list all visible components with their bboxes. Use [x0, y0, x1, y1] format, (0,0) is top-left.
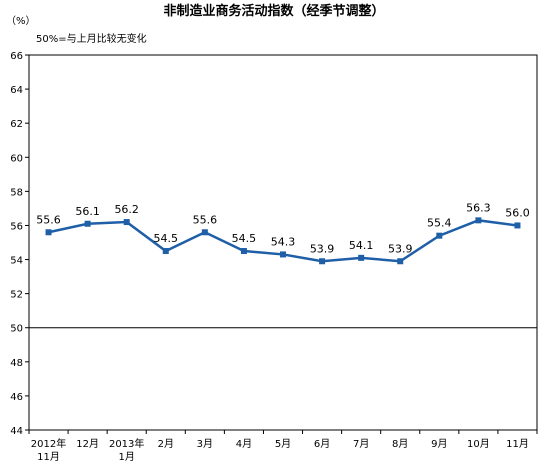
- data-point: [358, 254, 365, 261]
- data-label: 56.1: [75, 205, 100, 218]
- x-tick-label: 1月: [119, 451, 135, 463]
- y-tick-label: 58: [10, 187, 23, 198]
- data-label: 54.5: [154, 232, 179, 245]
- y-tick-label: 54: [10, 256, 23, 267]
- x-tick-label: 7月: [353, 438, 369, 450]
- data-point: [436, 232, 443, 239]
- data-point: [162, 248, 169, 255]
- y-tick-label: 48: [10, 358, 23, 369]
- x-tick-label: 8月: [392, 438, 408, 450]
- data-label: 55.4: [427, 217, 452, 230]
- data-labels: 55.6 56.1 56.2 54.5 55.6 54.5 54.3 53.9 54.1 53.9…: [36, 201, 529, 255]
- data-point: [319, 258, 326, 265]
- data-label: 56.3: [466, 201, 491, 214]
- x-tick-label: 11月: [506, 438, 529, 450]
- y-tick-label: 66: [10, 51, 23, 62]
- reference-note: 50%=与上月比较无变化: [36, 32, 147, 45]
- y-tick-label: 62: [10, 119, 23, 130]
- y-tick-label: 64: [10, 85, 23, 96]
- y-tick-label: 46: [10, 392, 23, 403]
- x-tick-label: 6月: [314, 438, 330, 450]
- series-line: [45, 217, 521, 265]
- data-label: 55.6: [193, 213, 218, 226]
- data-point: [45, 229, 52, 236]
- plot-frame: [28, 54, 538, 431]
- y-unit-label: （%）: [6, 15, 36, 27]
- data-point: [514, 222, 521, 229]
- y-tick-label: 56: [10, 221, 23, 232]
- data-label: 53.9: [388, 242, 413, 255]
- x-tick-label: 9月: [431, 438, 447, 450]
- data-label: 56.2: [114, 203, 139, 216]
- data-label: 55.6: [36, 213, 61, 226]
- data-point: [475, 217, 482, 224]
- x-tick-label: 10月: [467, 438, 490, 450]
- x-tick-label: 2013年: [109, 437, 144, 450]
- data-point: [240, 248, 247, 255]
- y-tick-label: 60: [10, 153, 23, 164]
- data-label: 54.3: [271, 235, 296, 248]
- chart-title: 非制造业商务活动指数（经季节调整）: [163, 3, 384, 19]
- data-point: [397, 258, 404, 265]
- data-point: [123, 219, 130, 226]
- x-tick-label: 2月: [158, 438, 174, 450]
- y-tick-label: 50: [10, 324, 23, 335]
- x-tick-label: 12月: [76, 438, 99, 450]
- y-axis-ticks: 44 46 48 50 52 54 56 58 60 62 64 66: [10, 51, 29, 437]
- data-label: 53.9: [310, 242, 335, 255]
- x-tick-label: 2012年: [31, 437, 66, 450]
- x-tick-label: 4月: [236, 438, 252, 450]
- data-label: 54.1: [349, 239, 374, 252]
- x-tick-label: 11月: [37, 451, 60, 463]
- y-tick-label: 52: [10, 290, 23, 301]
- data-label: 56.0: [505, 206, 530, 219]
- data-label: 54.5: [232, 232, 257, 245]
- x-tick-label: 3月: [197, 438, 213, 450]
- y-tick-label: 44: [10, 426, 23, 437]
- data-point: [280, 251, 286, 258]
- data-point: [201, 229, 208, 236]
- x-tick-label: 5月: [275, 438, 291, 450]
- data-point: [84, 220, 91, 227]
